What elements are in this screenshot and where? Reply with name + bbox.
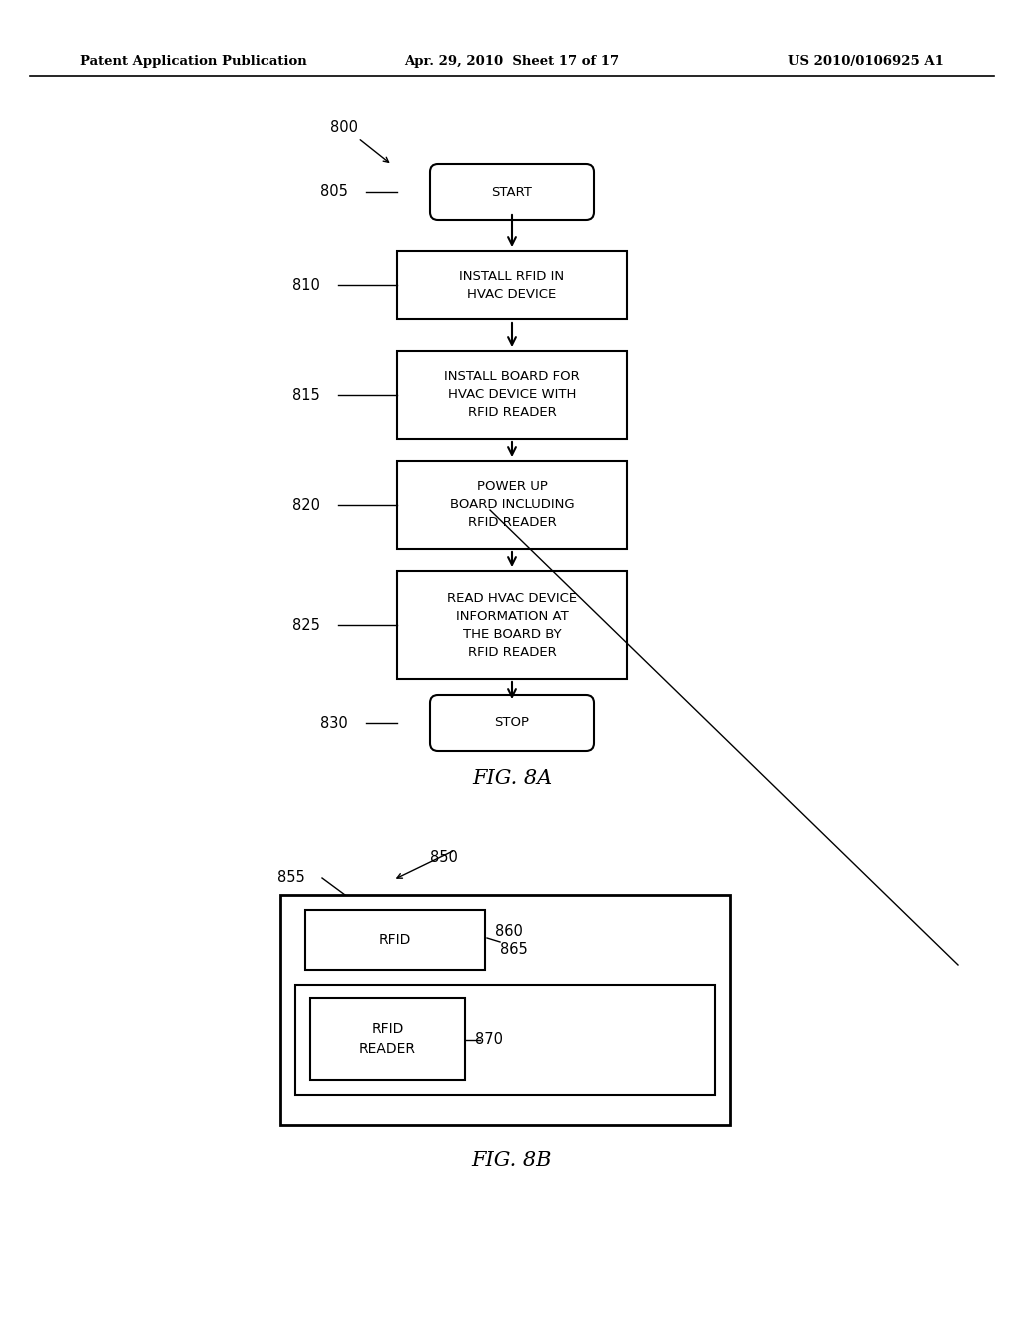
- Text: 870: 870: [475, 1032, 503, 1048]
- Text: 850: 850: [430, 850, 458, 866]
- Text: INSTALL BOARD FOR
HVAC DEVICE WITH
RFID READER: INSTALL BOARD FOR HVAC DEVICE WITH RFID …: [444, 371, 580, 420]
- Text: 855: 855: [278, 870, 305, 886]
- Text: 810: 810: [292, 277, 319, 293]
- Bar: [305, 909, 485, 970]
- Text: Patent Application Publication: Patent Application Publication: [80, 55, 307, 69]
- Text: POWER UP
BOARD INCLUDING
RFID READER: POWER UP BOARD INCLUDING RFID READER: [450, 480, 574, 529]
- Bar: [397, 461, 627, 549]
- Text: 805: 805: [321, 185, 348, 199]
- Text: RFID
READER: RFID READER: [359, 1022, 416, 1056]
- Text: 815: 815: [292, 388, 319, 403]
- Text: FIG. 8B: FIG. 8B: [472, 1151, 552, 1170]
- Text: RFID: RFID: [379, 933, 412, 946]
- Text: 800: 800: [330, 120, 358, 136]
- Bar: [397, 572, 627, 678]
- Text: 865: 865: [500, 942, 527, 957]
- Text: 830: 830: [321, 715, 348, 730]
- Text: 825: 825: [292, 618, 319, 632]
- Text: Apr. 29, 2010  Sheet 17 of 17: Apr. 29, 2010 Sheet 17 of 17: [404, 55, 620, 69]
- Text: 860: 860: [495, 924, 523, 939]
- Text: US 2010/0106925 A1: US 2010/0106925 A1: [788, 55, 944, 69]
- Text: START: START: [492, 186, 532, 198]
- Text: READ HVAC DEVICE
INFORMATION AT
THE BOARD BY
RFID READER: READ HVAC DEVICE INFORMATION AT THE BOAR…: [446, 591, 578, 659]
- Text: FIG. 8A: FIG. 8A: [472, 768, 552, 788]
- Text: INSTALL RFID IN
HVAC DEVICE: INSTALL RFID IN HVAC DEVICE: [460, 269, 564, 301]
- Bar: [397, 351, 627, 440]
- FancyBboxPatch shape: [430, 164, 594, 220]
- Bar: [280, 895, 730, 1125]
- Bar: [397, 251, 627, 319]
- Bar: [295, 985, 715, 1096]
- Text: 820: 820: [292, 498, 319, 512]
- Text: STOP: STOP: [495, 717, 529, 730]
- Bar: [310, 998, 465, 1080]
- FancyBboxPatch shape: [430, 696, 594, 751]
